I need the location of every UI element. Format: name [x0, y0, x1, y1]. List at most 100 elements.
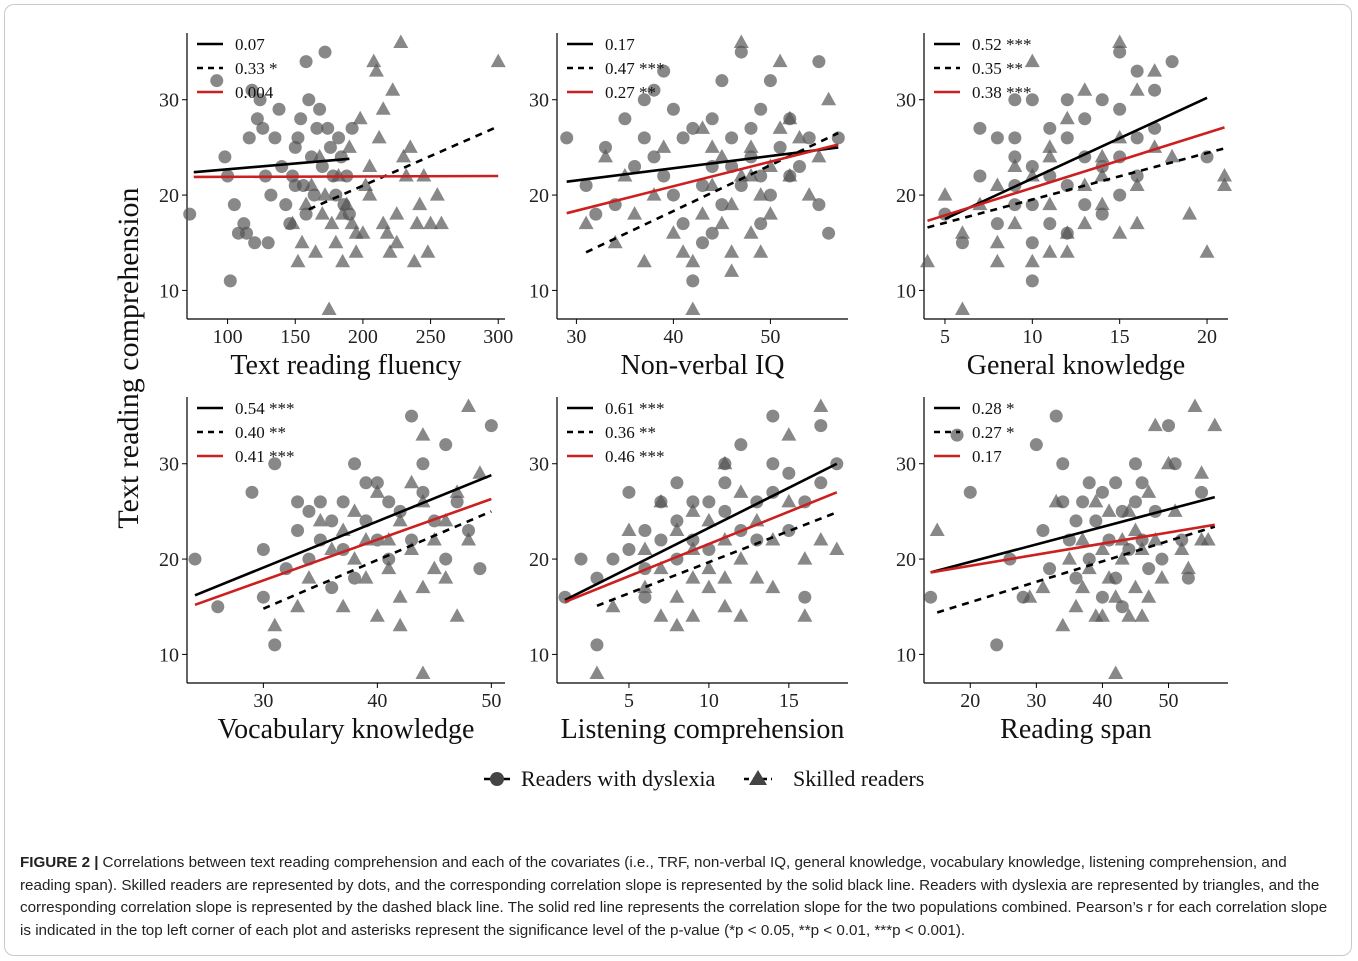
data-point-circle [261, 236, 275, 250]
data-point-circle [647, 83, 661, 97]
x-axis-title: Text reading fluency [230, 350, 461, 381]
data-point-triangle [324, 215, 340, 230]
data-point-circle [227, 198, 241, 212]
legend-solid-value: 0.61 *** [605, 399, 665, 418]
data-point-circle [622, 543, 636, 557]
data-point-triangle [637, 579, 653, 594]
data-point-circle [763, 74, 777, 88]
panel-6: 10 20 30 20 30 40 50 Reading span 0.28 * 0.27 * 0.… [896, 397, 1228, 745]
data-point-circle [1200, 150, 1214, 164]
data-point-circle [1056, 457, 1070, 471]
data-point-triangle [381, 532, 397, 546]
y-tick-label: 20 [896, 185, 916, 207]
data-point-circle [321, 121, 335, 135]
data-point-triangle [589, 665, 605, 679]
data-point-triangle [308, 244, 324, 258]
x-tick-label: 30 [566, 326, 586, 348]
data-point-triangle [717, 598, 733, 613]
regression-line-combined [193, 174, 499, 179]
y-tick-label: 30 [159, 454, 179, 476]
data-point-circle [1082, 476, 1096, 490]
regression-line-dyslexia [564, 462, 838, 602]
data-point-circle [291, 495, 305, 509]
data-point-circle [307, 188, 321, 202]
y-tick-label: 10 [896, 644, 916, 666]
data-point-circle [963, 485, 977, 499]
data-point-circle [622, 485, 636, 499]
data-point-circle [275, 159, 289, 173]
data-point-circle [1089, 514, 1103, 528]
data-point-circle [1082, 552, 1096, 566]
data-point-triangle [743, 225, 759, 239]
data-point-triangle [724, 263, 740, 277]
data-point-circle [450, 495, 464, 509]
data-point-triangle [392, 589, 408, 603]
data-point-circle [268, 638, 282, 652]
data-point-triangle [396, 148, 412, 163]
x-tick-label: 40 [367, 690, 387, 712]
data-point-triangle [461, 398, 477, 413]
data-point-triangle [369, 484, 385, 498]
data-point-circle [345, 121, 359, 135]
data-point-triangle [404, 541, 420, 556]
data-point-circle [416, 485, 430, 499]
x-tick-label: 40 [1092, 690, 1112, 712]
data-point-triangle [937, 187, 953, 201]
data-point-triangle [324, 541, 340, 556]
data-point-triangle [415, 579, 431, 594]
data-point-circle [654, 533, 668, 547]
data-point-triangle [1200, 532, 1216, 546]
data-point-triangle [449, 608, 465, 622]
data-point-circle [462, 523, 476, 537]
legend-skilled-marker [749, 770, 767, 785]
data-point-triangle [919, 253, 935, 268]
data-point-circle [1025, 159, 1039, 173]
data-point-triangle [433, 215, 449, 230]
legend-red-value: 0.17 [972, 447, 1002, 466]
data-point-circle [696, 179, 709, 193]
data-point-triangle [392, 617, 408, 632]
data-point-circle [666, 188, 680, 202]
data-point-circle [705, 226, 719, 240]
data-point-triangle [1164, 148, 1180, 163]
data-point-triangle [416, 168, 432, 182]
y-tick-label: 10 [529, 280, 549, 302]
data-point-triangle [653, 493, 669, 508]
x-tick-label: 50 [481, 690, 501, 712]
data-point-triangle [1088, 493, 1104, 508]
y-tick-label: 20 [529, 549, 549, 571]
caption-label: FIGURE 2 | [20, 854, 99, 871]
data-point-triangle [989, 177, 1005, 192]
data-point-triangle [724, 244, 740, 258]
data-point-triangle [1108, 665, 1124, 679]
data-point-circle [560, 131, 574, 145]
data-point-circle [318, 45, 332, 59]
data-point-circle [1043, 562, 1057, 576]
data-point-circle [744, 121, 758, 135]
x-tick-label: 5 [624, 690, 634, 712]
data-point-circle [754, 102, 768, 116]
data-point-circle [670, 514, 684, 528]
data-point-triangle [317, 187, 333, 201]
data-point-circle [1113, 102, 1127, 116]
data-point-triangle [1059, 225, 1075, 239]
data-point-triangle [782, 110, 798, 125]
data-point-circle [218, 150, 232, 164]
data-point-triangle [1129, 215, 1145, 230]
data-point-circle [1122, 543, 1136, 557]
data-point-circle [1029, 438, 1043, 452]
data-point-triangle [653, 560, 669, 575]
data-point-circle [348, 571, 362, 585]
data-point-triangle [341, 139, 357, 153]
data-point-triangle [1187, 398, 1203, 413]
data-point-triangle [438, 570, 454, 584]
data-point-triangle [749, 570, 765, 584]
data-point-triangle [1059, 110, 1075, 125]
data-point-triangle [717, 455, 733, 470]
y-tick-label: 30 [529, 90, 549, 112]
data-point-circle [990, 131, 1004, 145]
data-point-circle [416, 457, 430, 471]
data-point-triangle [695, 206, 710, 220]
data-point-triangle [989, 234, 1005, 249]
